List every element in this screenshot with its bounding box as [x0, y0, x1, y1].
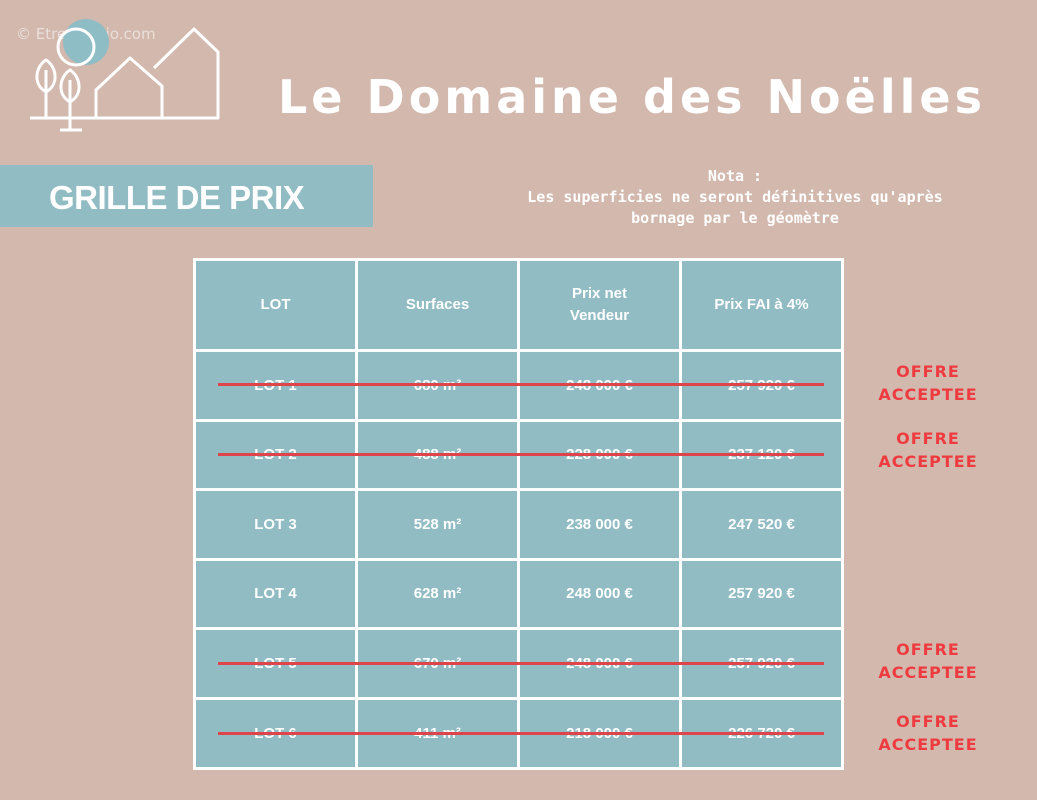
- strike-line-lot-5: [218, 662, 824, 665]
- cell-lot: LOT 4: [196, 561, 355, 627]
- strike-line-lot-6: [218, 732, 824, 735]
- banner-label: GRILLE DE PRIX: [49, 179, 305, 216]
- header-net-line-1: Prix net: [571, 285, 628, 302]
- cell-surface: 528 m²: [358, 491, 517, 558]
- cell-fai-price: 247 520 €: [682, 491, 841, 558]
- nota-line-2: bornage par le géomètre: [631, 209, 839, 227]
- cell-lot: LOT 3: [196, 491, 355, 558]
- header-surface: Surfaces: [358, 261, 517, 349]
- house-logo-icon: [30, 19, 220, 132]
- offer-status-line-2: ACCEPTEE: [878, 735, 978, 754]
- header-lot: LOT: [196, 261, 355, 349]
- cell-fai-price: 257 920 €: [682, 561, 841, 627]
- nota-heading: Nota :: [707, 167, 763, 185]
- offer-status-line-1: OFFRE: [896, 429, 960, 448]
- offer-status-line-1: OFFRE: [896, 712, 960, 731]
- offer-status: OFFRE ACCEPTEE: [866, 427, 990, 473]
- strike-line-lot-2: [218, 453, 824, 456]
- cell-surface: 628 m²: [358, 561, 517, 627]
- nota-block: Nota : Les superficies ne seront définit…: [505, 166, 965, 229]
- header-net-price: Prix net Vendeur: [520, 261, 679, 349]
- offer-status-line-2: ACCEPTEE: [878, 452, 978, 471]
- nota-line-1: Les superficies ne seront définitives qu…: [527, 188, 943, 206]
- cell-net-price: 248 000 €: [520, 561, 679, 627]
- offer-status-line-2: ACCEPTEE: [878, 385, 978, 404]
- price-table: LOT Surfaces Prix net Vendeur Prix FAI à…: [193, 258, 844, 770]
- cell-net-price: 238 000 €: [520, 491, 679, 558]
- offer-status-line-1: OFFRE: [896, 362, 960, 381]
- strike-line-lot-1: [218, 383, 824, 386]
- offer-status-line-1: OFFRE: [896, 640, 960, 659]
- offer-status: OFFRE ACCEPTEE: [866, 638, 990, 684]
- offer-status: OFFRE ACCEPTEE: [866, 360, 990, 406]
- price-grid-banner: GRILLE DE PRIX: [0, 165, 373, 227]
- page-title: Le Domaine des Noëlles: [278, 70, 986, 124]
- header-net-line-2: Vendeur: [569, 307, 630, 324]
- offer-status-line-2: ACCEPTEE: [878, 663, 978, 682]
- offer-status: OFFRE ACCEPTEE: [866, 710, 990, 756]
- header-fai-price: Prix FAI à 4%: [682, 261, 841, 349]
